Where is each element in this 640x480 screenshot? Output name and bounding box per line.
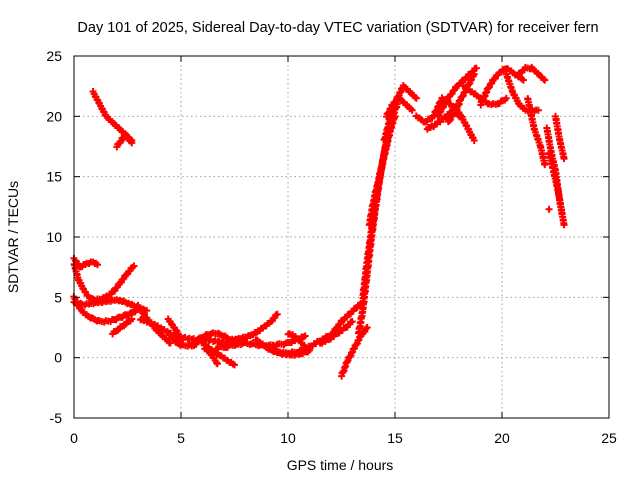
series-track-37	[524, 95, 549, 169]
chart-title: Day 101 of 2025, Sidereal Day-to-day VTE…	[77, 20, 598, 36]
data-point	[354, 337, 362, 345]
x-tick-label: 0	[70, 430, 78, 446]
series-track-16	[220, 332, 309, 352]
data-point	[386, 105, 394, 113]
y-tick-label: 10	[46, 229, 62, 245]
y-tick-label: 5	[54, 289, 62, 305]
x-tick-label: 5	[177, 430, 185, 446]
x-tick-label: 25	[601, 430, 617, 446]
series-track-27	[383, 95, 416, 121]
data-point	[166, 339, 174, 347]
series-track-39	[545, 149, 566, 217]
series-track-33	[459, 82, 510, 109]
data-point	[436, 98, 444, 106]
series-track-26	[380, 81, 420, 144]
series-track-41	[545, 205, 553, 213]
x-tick-label: 10	[280, 430, 296, 446]
data-point	[470, 70, 478, 78]
series-track-19	[284, 330, 311, 353]
x-axis-title: GPS time / hours	[287, 457, 394, 473]
x-tick-label: 20	[494, 430, 510, 446]
data-point	[384, 109, 392, 117]
grid	[74, 56, 609, 418]
data-point	[128, 139, 136, 147]
y-tick-label: 25	[46, 48, 62, 64]
data-point	[94, 261, 102, 269]
data-point	[477, 98, 485, 106]
data-point	[408, 106, 416, 114]
data-point	[339, 368, 347, 376]
data-point	[346, 353, 354, 361]
x-tick-label: 15	[387, 430, 403, 446]
data-point	[560, 221, 568, 229]
series-track-20	[316, 317, 356, 347]
data-point	[480, 93, 488, 101]
data-point	[363, 324, 371, 331]
series-track-21	[331, 299, 365, 333]
data-point	[347, 349, 355, 357]
data-point	[341, 364, 349, 372]
data-point	[458, 93, 466, 101]
y-tick-label: 20	[46, 108, 62, 124]
data-point	[436, 109, 444, 117]
data-point	[541, 76, 549, 84]
data-point	[213, 360, 221, 368]
data-point	[434, 112, 442, 120]
data-point	[273, 310, 281, 318]
data-point	[519, 76, 527, 84]
y-tick-label: 0	[54, 350, 62, 366]
data-point	[482, 89, 490, 97]
data-point	[502, 94, 510, 102]
data-point	[541, 161, 549, 169]
data-point	[545, 205, 553, 213]
data-points	[70, 63, 568, 380]
data-point	[466, 77, 474, 85]
data-point	[396, 89, 404, 97]
data-point	[447, 113, 455, 121]
axis-ticks: 0 5 10 15 20 25 -5 0 5 10 15 20 25	[46, 48, 617, 446]
data-point	[472, 64, 480, 72]
data-point	[301, 332, 309, 340]
data-point	[130, 262, 138, 270]
data-point	[412, 94, 420, 102]
y-tick-label: 15	[46, 169, 62, 185]
series-track-3	[70, 254, 102, 271]
data-point	[560, 155, 568, 163]
data-point	[231, 361, 238, 369]
data-point	[445, 117, 453, 125]
data-point	[484, 84, 492, 92]
data-point	[352, 341, 360, 349]
series-track-32	[451, 103, 478, 144]
data-point	[303, 345, 311, 353]
y-axis-title: SDTVAR / TECUs	[5, 181, 21, 293]
data-point	[558, 209, 566, 217]
data-point	[460, 89, 468, 97]
series-track-25	[365, 112, 399, 229]
series-track-40	[552, 112, 568, 163]
data-point	[128, 315, 136, 323]
series-track-7	[109, 315, 136, 338]
data-point	[348, 317, 356, 325]
y-tick-label: -5	[50, 410, 63, 426]
series-track-2	[113, 131, 136, 151]
series-track-6	[70, 293, 142, 326]
data-point	[470, 136, 478, 144]
data-point	[534, 106, 542, 114]
series-track-36	[515, 63, 549, 84]
